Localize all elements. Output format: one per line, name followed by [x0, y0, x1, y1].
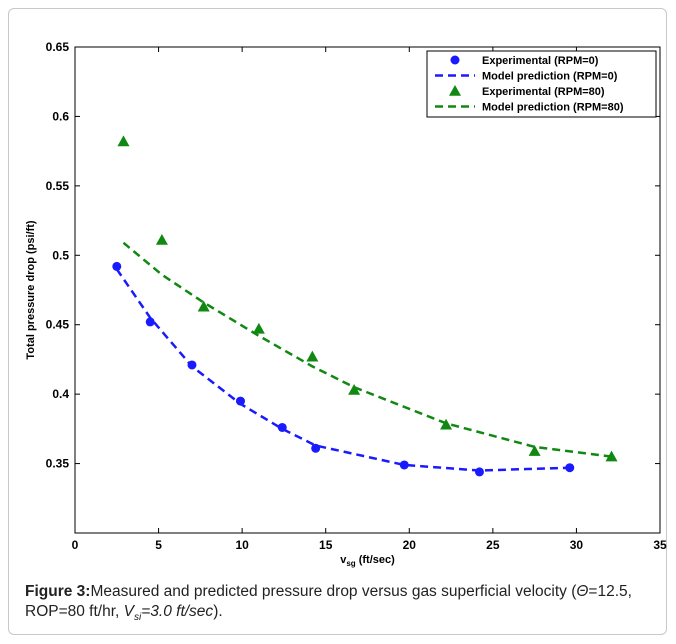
caption-v: V: [123, 603, 134, 620]
data-point: [565, 463, 575, 473]
legend: Experimental (RPM=0) Model prediction (RP…: [426, 50, 657, 118]
legend-marker: [449, 85, 461, 96]
data-point: [306, 350, 319, 362]
x-tick-label: 20: [403, 538, 417, 552]
data-point: [399, 460, 409, 470]
caption-v-sub: si: [134, 612, 142, 624]
caption-theta: Θ: [576, 583, 589, 600]
series-layer: [112, 135, 618, 477]
figure-caption: Figure 3:Measured and predicted pressure…: [25, 582, 655, 628]
plot-area: [74, 46, 661, 534]
data-point: [252, 322, 265, 334]
axis-ticks: 0 5 10 15 20 25 30 35 0.35 0.4 0.45 0.5 0.55 0.6 0.65: [46, 40, 667, 552]
legend-label: Experimental (RPM=80): [482, 86, 605, 98]
pressure-drop-chart: 0 5 10 15 20 25 30 350.350.40.450.50.550.60.65 …: [25, 40, 667, 568]
x-tick-label: 25: [486, 538, 500, 552]
x-axis-label: vsg (ft/sec): [340, 554, 395, 568]
data-point: [197, 300, 210, 312]
caption-end: ).: [213, 603, 223, 620]
x-tick-label: 30: [570, 538, 584, 552]
x-tick-label: 15: [319, 538, 333, 552]
legend-marker: [450, 55, 460, 65]
data-point: [145, 317, 155, 327]
figure-frame: [8, 8, 667, 635]
data-point: [311, 443, 321, 453]
y-tick-label: 0.65: [46, 40, 70, 54]
x-axis-label-base: v: [340, 554, 347, 566]
x-tick-label: 0: [72, 538, 79, 552]
y-tick-label: 0.35: [46, 457, 70, 471]
y-axis-label: Total pressure drop (psi/ft): [25, 220, 37, 359]
legend-label: Experimental (RPM=0): [482, 55, 599, 67]
legend-label: Model prediction (RPM=0): [482, 71, 618, 83]
y-tick-label: 0.4: [52, 387, 69, 401]
data-point: [277, 422, 287, 432]
data-point: [348, 383, 361, 395]
data-point: [117, 135, 130, 147]
caption-text: Measured and predicted pressure drop ver…: [90, 583, 577, 600]
legend-box: [426, 50, 657, 118]
y-tick-label: 0.6: [52, 109, 69, 123]
data-point: [605, 450, 618, 462]
data-point: [474, 467, 484, 477]
x-axis-label-rest: (ft/sec): [356, 554, 395, 566]
legend-label: Model prediction (RPM=80): [482, 102, 624, 114]
x-tick-label: 5: [155, 538, 162, 552]
data-point: [187, 360, 197, 370]
y-tick-label: 0.55: [46, 179, 70, 193]
caption-theta-rest: =12.5, ROP=80 ft/hr,: [25, 583, 632, 620]
x-axis-label-sub: sg: [346, 559, 355, 568]
x-tick-label: 35: [653, 538, 667, 552]
data-point: [235, 396, 245, 406]
data-point: [155, 234, 168, 245]
x-tick-label: 10: [235, 538, 249, 552]
data-point: [440, 418, 453, 430]
model-line: [122, 241, 612, 458]
data-point: [112, 261, 122, 271]
y-tick-label: 0.5: [52, 248, 69, 262]
caption-v-rest: =3.0 ft/sec: [141, 603, 214, 620]
model-line: [115, 268, 570, 472]
caption-label: Figure 3:: [25, 583, 91, 600]
y-tick-label: 0.45: [46, 318, 70, 332]
data-point: [528, 445, 541, 456]
